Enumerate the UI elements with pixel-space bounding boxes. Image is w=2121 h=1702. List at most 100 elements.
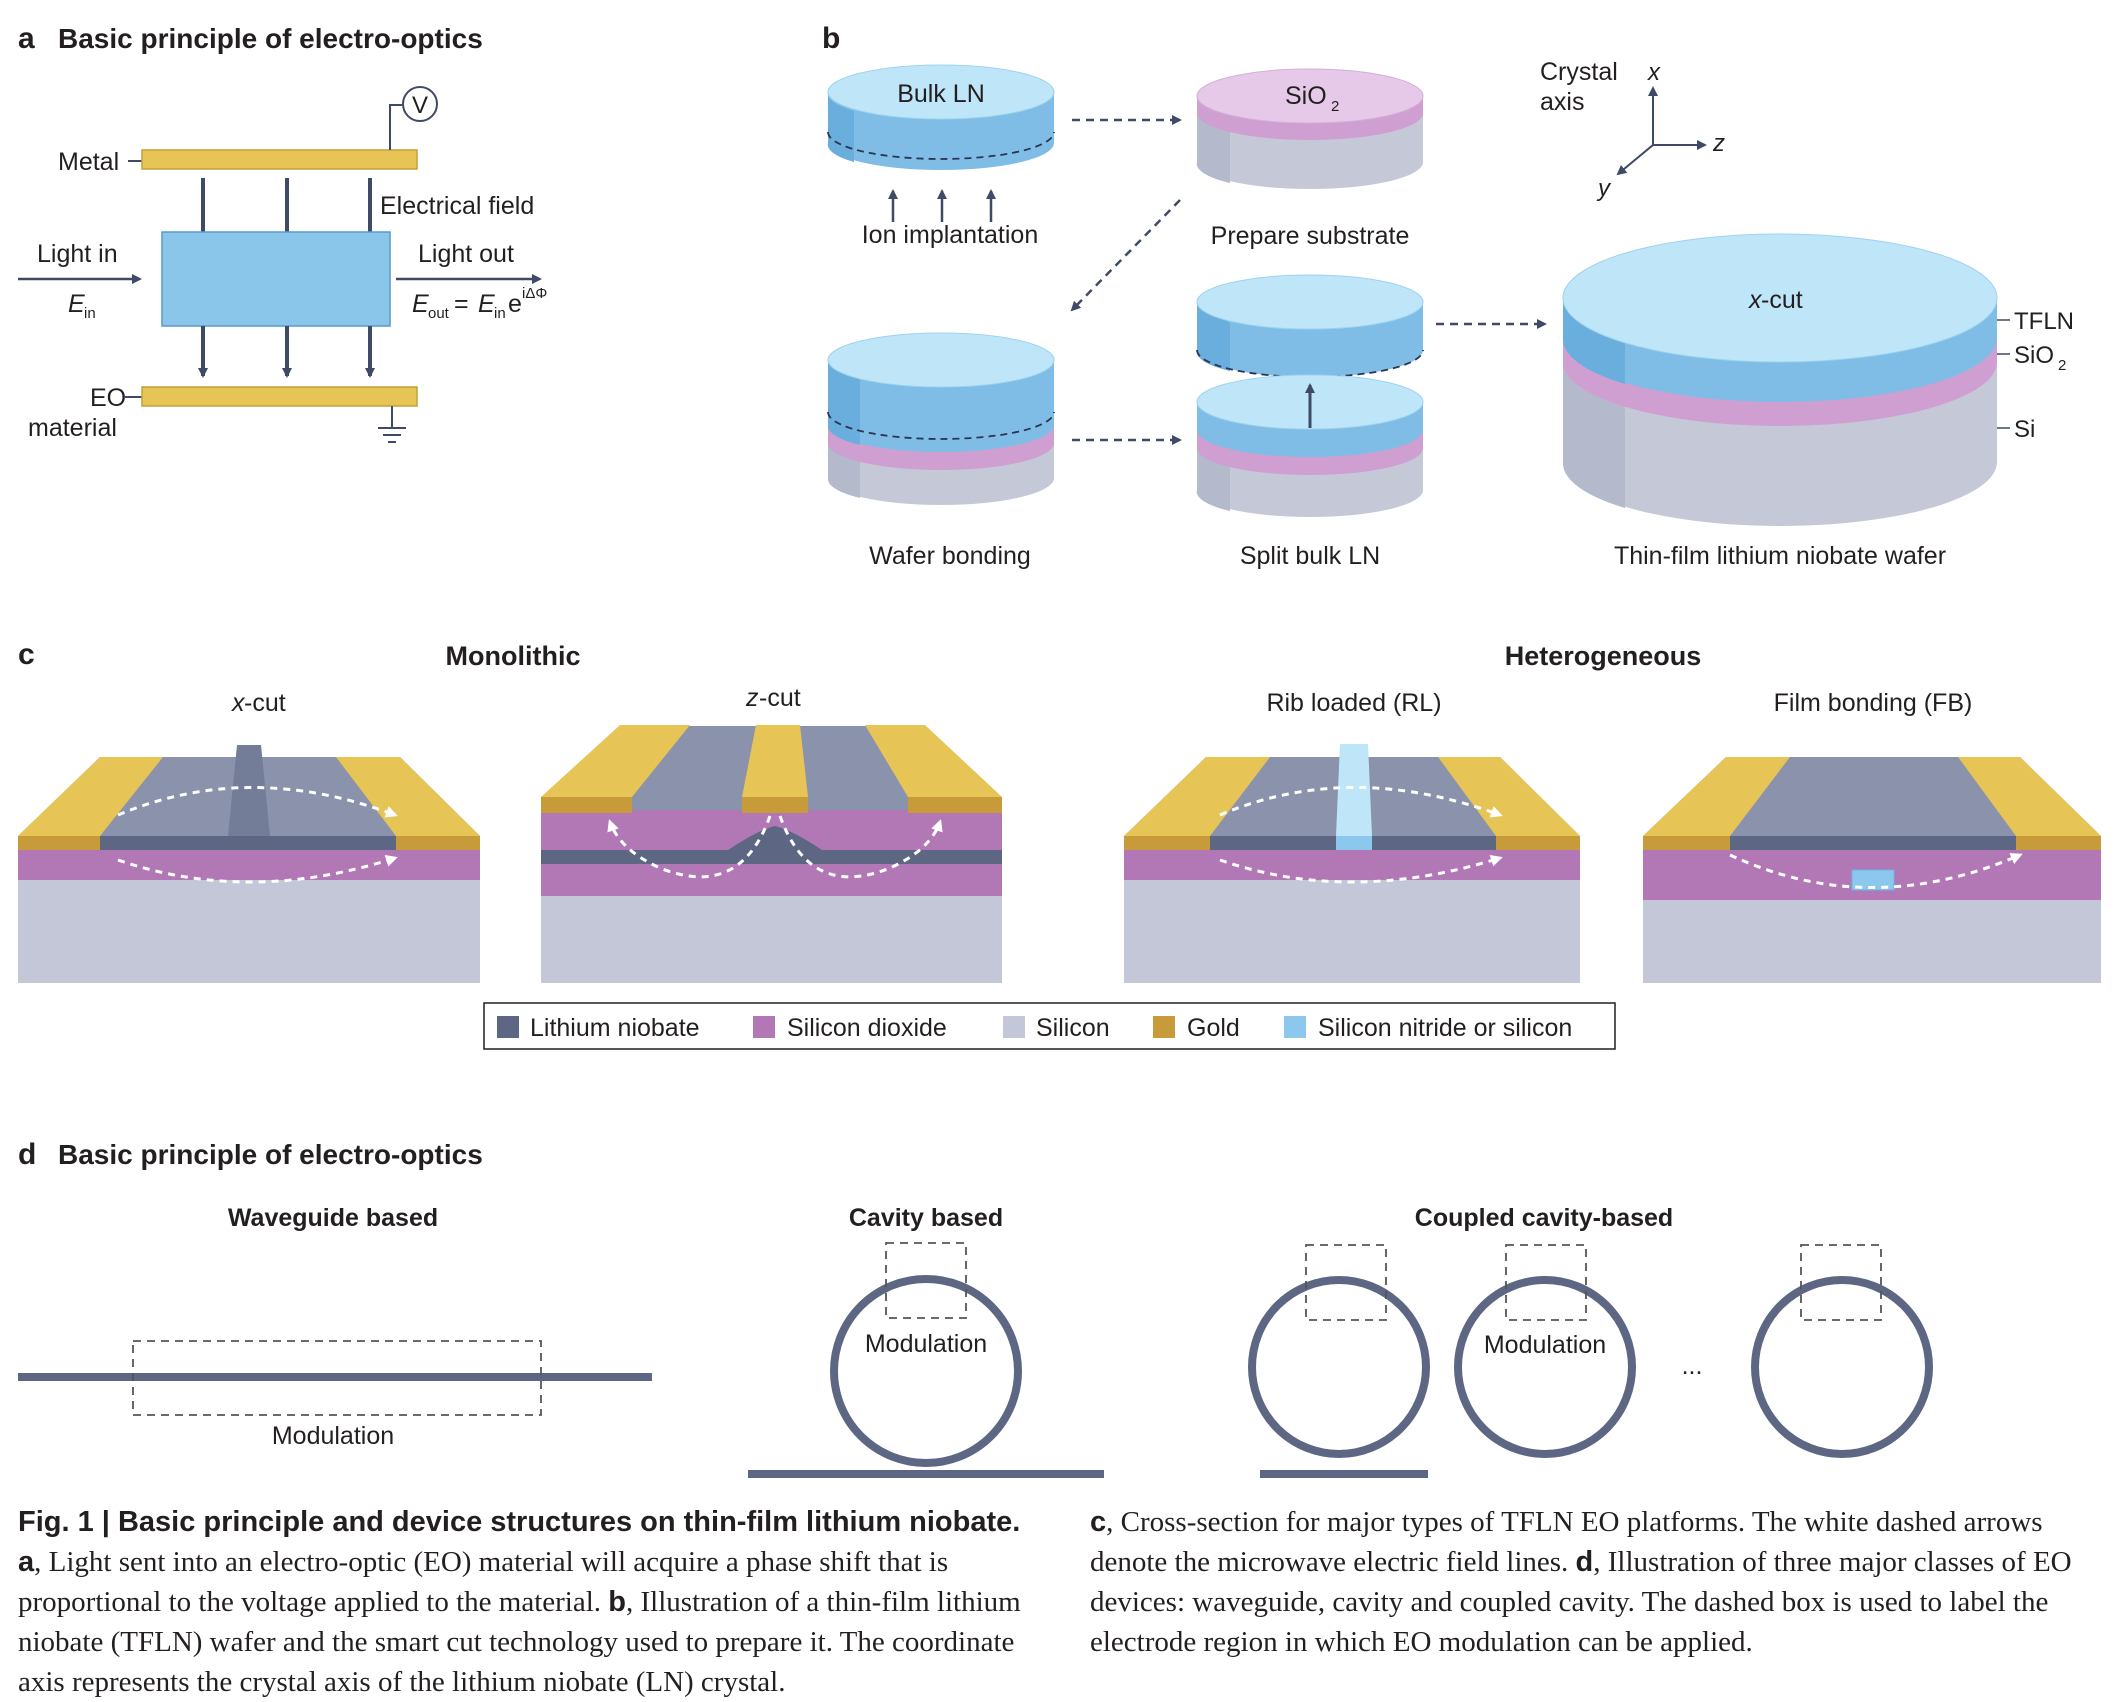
tfln-wafer — [1562, 233, 1998, 526]
e-in-subscript: in — [84, 305, 96, 322]
electrical-field-label: Electrical field — [380, 192, 534, 220]
sio2-layer-label: SiO — [2014, 342, 2054, 369]
eo-material-block — [161, 231, 391, 327]
exponential-power: iΔΦ — [522, 285, 547, 302]
legend-swatch-3 — [1153, 1016, 1175, 1038]
panel-b-letter: b — [822, 22, 840, 55]
monolithic-heading: Monolithic — [446, 641, 581, 671]
panel-d-title: Basic principle of electro-optics — [58, 1139, 483, 1170]
caption-c-text: , Cross-section for major types of TFLN … — [1090, 1506, 2043, 1578]
ion-implantation-label: Ion implantation — [862, 221, 1039, 249]
bottom-metal-electrode — [141, 386, 418, 407]
coupled-cavity-heading: Coupled cavity-based — [1415, 1204, 1673, 1232]
crystal-axis-label-2: axis — [1540, 88, 1584, 116]
legend-label-4: Silicon nitride or silicon — [1318, 1014, 1572, 1042]
wafer-bonding-stack — [827, 332, 1055, 505]
modulation-label-cavity: Modulation — [865, 1330, 987, 1358]
device-rib-loaded — [1124, 744, 1580, 983]
modulation-label-coupled: Modulation — [1484, 1331, 1606, 1359]
heterogeneous-heading: Heterogeneous — [1505, 641, 1702, 671]
legend-box — [483, 1002, 1616, 1050]
modulation-box-coupled-2 — [1505, 1244, 1587, 1321]
caption-a-label: a — [18, 1546, 35, 1578]
light-out-label: Light out — [418, 240, 514, 268]
e-in-symbol-2: E — [478, 290, 495, 318]
prepare-substrate-label: Prepare substrate — [1211, 222, 1410, 250]
device-film-bonding — [1643, 757, 2101, 983]
legend-swatch-0 — [497, 1016, 519, 1038]
axis-y-label: y — [1596, 175, 1612, 202]
top-metal-electrode — [141, 149, 418, 170]
legend-swatch-1 — [753, 1016, 775, 1038]
caption-d-label: d — [1575, 1546, 1594, 1578]
caption-right: c, Cross-section for major types of TFLN… — [1090, 1502, 2105, 1662]
device-zcut — [541, 725, 1002, 983]
panel-c: c Monolithic Heterogeneous x -cut z -cut… — [18, 638, 2101, 1050]
e-in-symbol: E — [68, 290, 85, 318]
metal-label: Metal — [58, 148, 119, 176]
material-legend: Lithium niobate Silicon dioxide Silicon … — [483, 1002, 1616, 1050]
panel-d: d Basic principle of electro-optics Wave… — [18, 1138, 1933, 1478]
voltmeter-icon — [402, 86, 438, 122]
crystal-axis-label-1: Crystal — [1540, 58, 1618, 86]
caption-b-text: , Illustration of a thin-film lithium ni… — [18, 1586, 1021, 1698]
legend-label-3: Gold — [1187, 1014, 1240, 1042]
y-axis-arrow — [1616, 144, 1654, 176]
caption-b-label: b — [608, 1586, 627, 1618]
sio2-substrate-disk — [1196, 68, 1424, 189]
light-in-label: Light in — [37, 240, 118, 268]
panel-a: a Basic principle of electro-optics Meta… — [18, 22, 547, 443]
caption-left: Fig. 1 | Basic principle and device stru… — [18, 1502, 1058, 1702]
modulation-box-coupled-1 — [1305, 1244, 1387, 1321]
legend-label-0: Lithium niobate — [530, 1014, 700, 1042]
xcut-italic: x — [231, 689, 246, 717]
modulation-box-cavity — [885, 1242, 967, 1319]
axis-z-label: z — [1712, 130, 1725, 157]
modulation-box-coupled-3 — [1800, 1244, 1882, 1321]
wafer-x-cut-rest: -cut — [1761, 286, 1803, 314]
e-in-subscript-2: in — [494, 305, 506, 322]
sio2-disk-subscript: 2 — [1331, 98, 1339, 115]
caption-a-text: , Light sent into an electro-optic (EO) … — [18, 1546, 949, 1618]
waveguide-based-heading: Waveguide based — [228, 1204, 438, 1232]
modulation-label-waveguide: Modulation — [272, 1422, 394, 1450]
legend-label-2: Silicon — [1036, 1014, 1110, 1042]
caption-c-label: c — [1090, 1506, 1107, 1538]
split-bulk-ln-stack — [1196, 274, 1424, 517]
panel-b: b Bulk LN Ion implantation SiO 2 Prepare… — [822, 22, 2074, 570]
bulk-ln-label: Bulk LN — [897, 80, 985, 108]
eo-label-line1: EO — [90, 384, 126, 412]
eo-label-line2: material — [28, 414, 117, 442]
coupled-ring-3 — [1751, 1276, 1933, 1458]
coupled-ring-1 — [1248, 1276, 1430, 1458]
caption-figure-label: Fig. 1 | Basic principle and device stru… — [18, 1506, 1021, 1538]
coupled-ring-2 — [1454, 1276, 1636, 1458]
exponential-base: e — [508, 290, 522, 318]
film-bonding-label: Film bonding (FB) — [1774, 689, 1973, 717]
legend-swatch-4 — [1284, 1016, 1306, 1038]
si-layer-label: Si — [2014, 416, 2035, 443]
equals-sign: = — [454, 290, 469, 318]
e-out-subscript: out — [428, 305, 450, 322]
wafer-x-cut-italic: x — [1748, 286, 1763, 314]
zcut-italic: z — [745, 684, 759, 712]
caption-d-text: , Illustration of three major classes of… — [1090, 1546, 2072, 1658]
panel-d-letter: d — [18, 1138, 36, 1171]
tfln-wafer-label: Thin-film lithium niobate wafer — [1614, 542, 1946, 570]
sio2-disk-label: SiO — [1285, 82, 1327, 110]
split-bulk-ln-label: Split bulk LN — [1240, 542, 1380, 570]
xcut-rest: -cut — [244, 689, 286, 717]
device-xcut — [18, 745, 480, 983]
rib-loaded-label: Rib loaded (RL) — [1266, 689, 1441, 717]
tfln-layer-label: TFLN — [2014, 308, 2074, 335]
ring-cavity — [830, 1275, 1022, 1467]
cavity-based-heading: Cavity based — [849, 1204, 1003, 1232]
modulation-box-waveguide — [132, 1340, 542, 1416]
wafer-bonding-label: Wafer bonding — [869, 542, 1031, 570]
zcut-rest: -cut — [759, 684, 801, 712]
panel-a-title: Basic principle of electro-optics — [58, 23, 483, 54]
sio2-layer-subscript: 2 — [2058, 357, 2066, 374]
legend-label-1: Silicon dioxide — [787, 1014, 947, 1042]
e-out-symbol: E — [412, 290, 429, 318]
voltage-symbol: V — [412, 92, 428, 119]
